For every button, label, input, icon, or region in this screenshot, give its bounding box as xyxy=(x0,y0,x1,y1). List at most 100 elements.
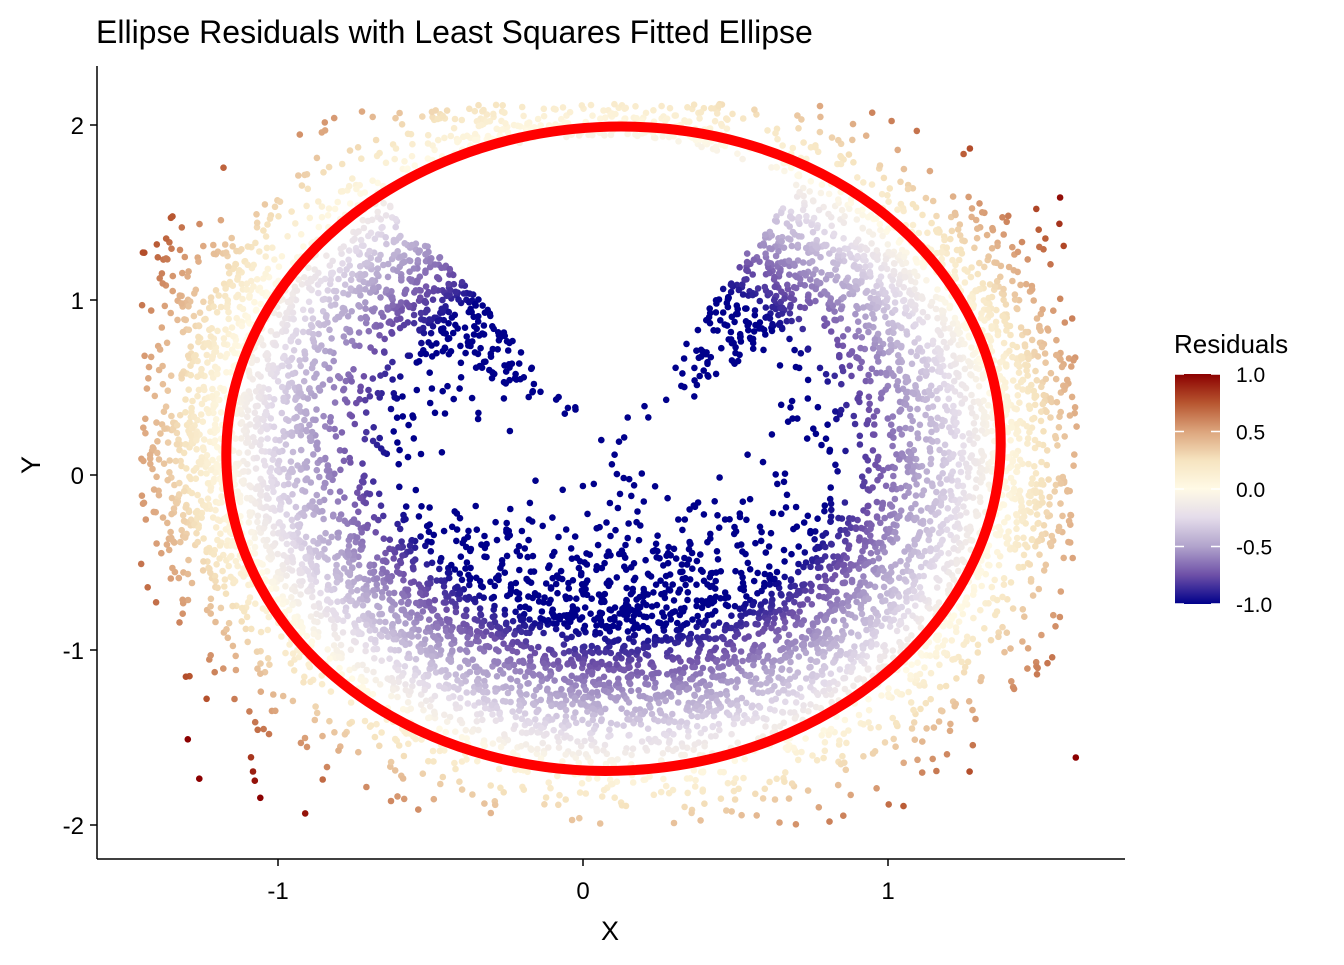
data-point xyxy=(252,410,259,417)
data-point xyxy=(761,327,768,334)
data-point xyxy=(547,597,554,604)
data-point xyxy=(407,352,414,359)
data-point xyxy=(398,274,405,281)
data-point xyxy=(1052,623,1059,630)
data-point xyxy=(863,627,870,634)
data-point xyxy=(1018,379,1025,386)
data-point xyxy=(784,492,791,499)
data-point xyxy=(781,479,788,486)
data-point xyxy=(857,441,864,448)
data-point xyxy=(326,164,333,171)
data-point xyxy=(169,288,176,295)
data-point xyxy=(369,114,376,121)
data-point xyxy=(307,215,314,222)
data-point xyxy=(934,584,941,591)
data-point xyxy=(187,343,194,350)
data-point xyxy=(274,467,281,474)
data-point xyxy=(215,292,222,299)
data-point xyxy=(292,482,299,489)
data-point xyxy=(279,410,286,417)
data-point xyxy=(919,769,926,776)
data-point xyxy=(492,583,499,590)
data-point xyxy=(822,739,829,746)
data-point xyxy=(376,743,383,750)
data-point xyxy=(572,533,579,540)
data-point xyxy=(194,492,201,499)
data-point xyxy=(229,324,236,331)
data-point xyxy=(890,736,897,743)
data-point xyxy=(878,692,885,699)
data-point xyxy=(904,562,911,569)
data-point xyxy=(457,717,464,724)
data-point xyxy=(1068,363,1075,370)
data-point xyxy=(289,567,296,574)
data-point xyxy=(153,540,160,547)
data-point xyxy=(715,556,722,563)
data-point xyxy=(881,584,888,591)
data-point xyxy=(747,496,754,503)
data-point xyxy=(204,359,211,366)
data-point xyxy=(816,804,823,811)
data-point xyxy=(146,364,153,371)
data-point xyxy=(257,795,264,802)
data-point xyxy=(598,437,605,444)
data-point xyxy=(555,534,562,541)
data-point xyxy=(790,145,797,152)
data-point xyxy=(750,662,757,669)
data-point xyxy=(319,776,326,783)
data-point xyxy=(847,792,854,799)
data-point xyxy=(914,757,921,764)
data-point xyxy=(162,303,169,310)
data-point xyxy=(805,513,812,520)
data-point xyxy=(254,220,261,227)
data-point xyxy=(547,785,554,792)
data-point xyxy=(923,436,930,443)
data-point xyxy=(620,722,627,729)
data-point xyxy=(892,587,899,594)
data-point xyxy=(320,296,327,303)
data-point xyxy=(658,710,665,717)
data-point xyxy=(953,675,960,682)
data-point xyxy=(226,270,233,277)
data-point xyxy=(302,315,309,322)
data-point xyxy=(334,598,341,605)
data-point xyxy=(928,670,935,677)
data-point xyxy=(264,426,271,433)
data-point xyxy=(459,577,466,584)
data-point xyxy=(424,291,431,298)
data-point xyxy=(410,558,417,565)
data-point xyxy=(281,552,288,559)
data-point xyxy=(832,462,839,469)
data-point xyxy=(976,260,983,267)
data-point xyxy=(634,508,641,515)
data-point xyxy=(796,171,803,178)
data-point xyxy=(479,302,486,309)
data-point xyxy=(679,576,686,583)
data-point xyxy=(306,285,313,292)
data-point xyxy=(971,420,978,427)
data-point xyxy=(806,628,813,635)
data-point xyxy=(744,250,751,257)
data-point xyxy=(583,790,590,797)
data-point xyxy=(142,430,149,437)
data-point xyxy=(720,769,727,776)
data-point xyxy=(150,444,157,451)
data-point xyxy=(805,395,812,402)
data-point xyxy=(140,249,147,256)
data-point xyxy=(940,490,947,497)
data-point xyxy=(397,373,404,380)
data-point xyxy=(970,615,977,622)
data-point xyxy=(391,394,398,401)
data-point xyxy=(677,658,684,665)
data-point xyxy=(290,698,297,705)
data-point xyxy=(849,137,856,144)
data-point xyxy=(386,597,393,604)
data-point xyxy=(902,304,909,311)
data-point xyxy=(340,243,347,250)
data-point xyxy=(282,344,289,351)
data-point xyxy=(1014,361,1021,368)
data-point xyxy=(448,133,455,140)
data-point xyxy=(386,655,393,662)
data-point xyxy=(603,519,610,526)
data-point xyxy=(591,726,598,733)
